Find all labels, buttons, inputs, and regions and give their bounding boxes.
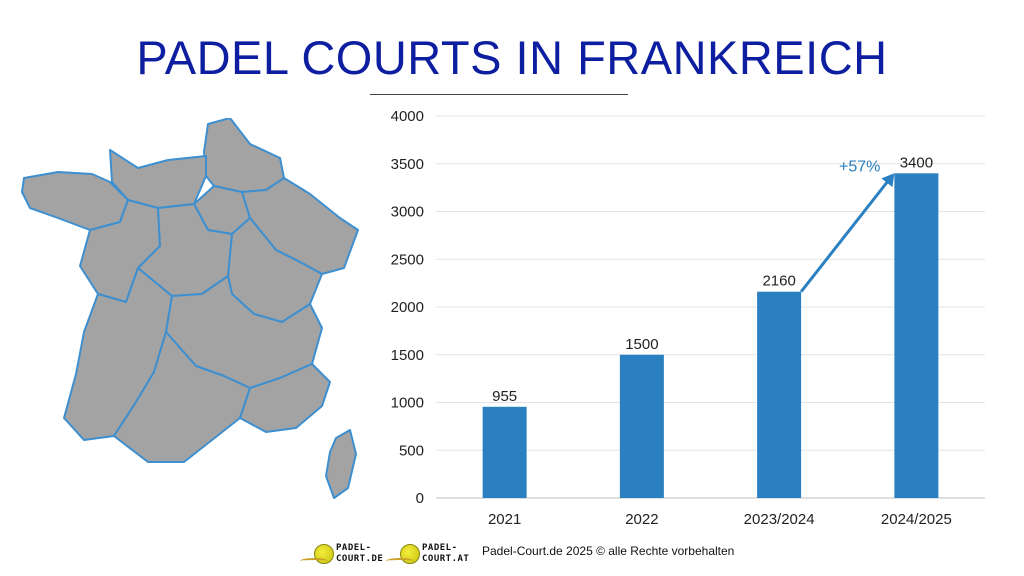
data-label: 1500 [625, 336, 658, 353]
map-region-occitanie [113, 331, 251, 463]
y-tick-label: 3500 [391, 156, 424, 173]
growth-annotation: +57% [839, 158, 880, 175]
bar [619, 354, 664, 498]
x-tick-label: 2022 [625, 511, 658, 528]
growth-arrow-head [881, 173, 895, 188]
page-title: PADEL COURTS IN FRANKREICH [136, 31, 888, 84]
x-tick-label: 2023/2024 [744, 511, 815, 528]
swoosh-icon [386, 558, 414, 564]
swoosh-icon [300, 558, 328, 564]
y-tick-label: 4000 [391, 108, 424, 125]
footer: PADEL- COURT.DE PADEL- COURT.AT Padel-Co… [300, 538, 820, 570]
growth-arrow-line [799, 178, 891, 293]
data-label: 2160 [762, 273, 795, 290]
y-tick-label: 0 [416, 490, 424, 507]
y-tick-label: 500 [399, 442, 424, 459]
y-tick-label: 2500 [391, 251, 424, 268]
x-tick-label: 2024/2025 [881, 511, 952, 528]
title-underline [370, 94, 628, 95]
padel-court-at-logo: PADEL- COURT.AT [386, 538, 469, 570]
map-region-corse [325, 429, 357, 499]
y-tick-label: 1000 [391, 395, 424, 412]
y-tick-label: 1500 [391, 347, 424, 364]
y-tick-label: 2000 [391, 299, 424, 316]
padel-court-de-logo: PADEL- COURT.DE [300, 538, 383, 570]
france-regions-map [21, 118, 359, 499]
x-tick-label: 2021 [488, 511, 521, 528]
y-tick-label: 3000 [391, 204, 424, 221]
copyright-text: Padel-Court.de 2025 © alle Rechte vorbeh… [482, 544, 735, 558]
data-label: 955 [492, 388, 517, 405]
bar [757, 291, 802, 498]
bar [894, 173, 939, 499]
data-label: 3400 [900, 154, 933, 171]
bar [482, 406, 527, 498]
map-region-provence-alpes-cote-dazur [239, 363, 331, 433]
